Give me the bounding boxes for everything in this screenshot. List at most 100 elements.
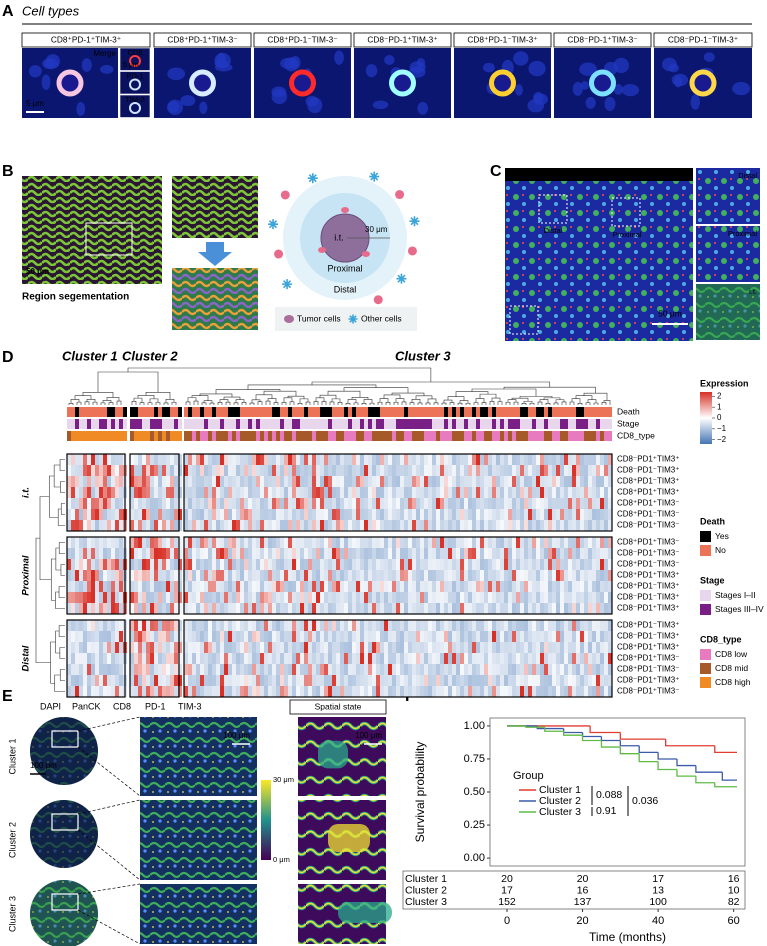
- annotation-cd8: [103, 431, 107, 441]
- legend-label: Stages III–IV: [715, 604, 764, 614]
- annotation-death: [212, 407, 216, 417]
- heatmap-cell: [464, 476, 468, 487]
- heatmap-cell: [150, 476, 154, 487]
- heatmap-cell: [348, 664, 352, 675]
- heatmap-cell: [268, 537, 272, 548]
- annotation-stage: [596, 419, 600, 429]
- heatmap-cell: [312, 559, 316, 570]
- heatmap-cell: [552, 537, 556, 548]
- heatmap-cell: [528, 620, 532, 631]
- heatmap-cell: [396, 454, 400, 465]
- heatmap-cell: [508, 653, 512, 664]
- heatmap-cell: [528, 603, 532, 614]
- heatmap-cell: [216, 570, 220, 581]
- heatmap-cell: [244, 642, 248, 653]
- heatmap-cell: [228, 581, 232, 592]
- heatmap-cell: [304, 498, 308, 509]
- heatmap-cell: [340, 465, 344, 476]
- heatmap-cell: [556, 603, 560, 614]
- heatmap-cell: [216, 498, 220, 509]
- annotation-cd8: [500, 431, 504, 441]
- heatmap-cell: [87, 642, 91, 653]
- heatmap-cell: [360, 498, 364, 509]
- heatmap-cell: [568, 520, 572, 531]
- heatmap-cell: [400, 603, 404, 614]
- annotation-stage: [324, 419, 328, 429]
- heatmap-cell: [576, 642, 580, 653]
- heatmap-cell: [456, 498, 460, 509]
- heatmap-cell: [440, 581, 444, 592]
- heatmap-cell: [115, 465, 119, 476]
- heatmap-cell: [460, 631, 464, 642]
- heatmap-cell: [220, 487, 224, 498]
- heatmap-cell: [276, 537, 280, 548]
- nucleus: [180, 95, 195, 106]
- annotation-death: [276, 407, 280, 417]
- heatmap-cell: [83, 570, 87, 581]
- heatmap-cell: [416, 631, 420, 642]
- heatmap-cell: [492, 559, 496, 570]
- dendrogram: [150, 399, 158, 403]
- heatmap-cell: [360, 581, 364, 592]
- heatmap-cell: [424, 520, 428, 531]
- heatmap-cell: [79, 498, 83, 509]
- heatmap-cell: [392, 548, 396, 559]
- heatmap-cell: [332, 642, 336, 653]
- heatmap-cell: [468, 653, 472, 664]
- heatmap-cell: [580, 559, 584, 570]
- heatmap-cell: [432, 603, 436, 614]
- heatmap-cell: [560, 520, 564, 531]
- heatmap-cell: [292, 476, 296, 487]
- heatmap-cell: [284, 465, 288, 476]
- heatmap-cell: [111, 520, 115, 531]
- heatmap-cell: [252, 548, 256, 559]
- risk-table-name: Cluster 3: [405, 896, 447, 908]
- annotation-cd8: [540, 431, 544, 441]
- heatmap-cell: [560, 509, 564, 520]
- heatmap-cell: [284, 487, 288, 498]
- heatmap-cell: [448, 537, 452, 548]
- heatmap-cell: [236, 454, 240, 465]
- legend-title: Death: [700, 516, 725, 526]
- annotation-death: [384, 407, 388, 417]
- heatmap-cell: [572, 664, 576, 675]
- heatmap-cell: [500, 631, 504, 642]
- heatmap-cell: [388, 664, 392, 675]
- heatmap-cell: [460, 559, 464, 570]
- heatmap-cell: [216, 675, 220, 686]
- heatmap-cell: [356, 642, 360, 653]
- heatmap-cell: [348, 653, 352, 664]
- heatmap-cell: [396, 465, 400, 476]
- heatmap-cell: [552, 509, 556, 520]
- heatmap-cell: [268, 465, 272, 476]
- heatmap-cell: [580, 570, 584, 581]
- heatmap-cell: [424, 664, 428, 675]
- heatmap-cell: [352, 686, 356, 697]
- annotation-stage: [452, 419, 456, 429]
- heatmap-cell: [496, 548, 500, 559]
- heatmap-cell: [580, 548, 584, 559]
- heatmap-cell: [452, 592, 456, 603]
- annotation-stage: [512, 419, 516, 429]
- heatmap-cell: [580, 509, 584, 520]
- annotation-cd8: [480, 431, 484, 441]
- row-label: CD8⁻PD1⁺TIM3⁻: [617, 687, 679, 696]
- heatmap-cell: [480, 653, 484, 664]
- heatmap-cell: [416, 570, 420, 581]
- heatmap-cell: [71, 642, 75, 653]
- heatmap-cell: [416, 603, 420, 614]
- heatmap-cell: [520, 642, 524, 653]
- heatmap-cell: [312, 498, 316, 509]
- heatmap-cell: [288, 465, 292, 476]
- heatmap-cell: [568, 653, 572, 664]
- heatmap-cell: [146, 664, 150, 675]
- dendrogram: [586, 403, 590, 405]
- heatmap-cell: [324, 509, 328, 520]
- nucleus: [690, 94, 700, 109]
- heatmap-cell: [392, 603, 396, 614]
- annotation-cd8: [380, 431, 384, 441]
- heatmap-cell: [288, 454, 292, 465]
- heatmap-cell: [162, 570, 166, 581]
- heatmap-cell: [99, 559, 103, 570]
- heatmap-cell: [264, 675, 268, 686]
